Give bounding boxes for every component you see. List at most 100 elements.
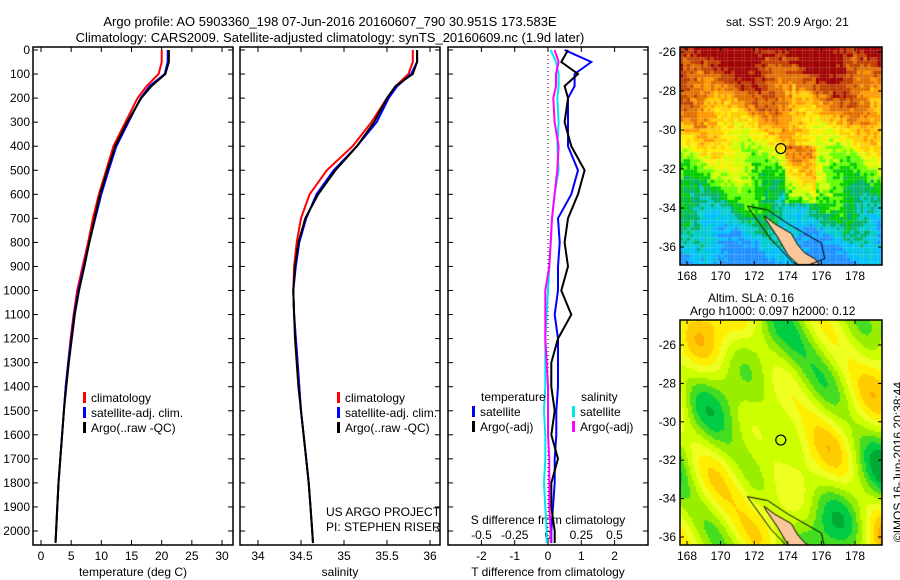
salinity-legend-1-label: satellite-adj. clim.	[345, 406, 437, 420]
sla-map-x-tick-label: 168	[677, 549, 697, 563]
salinity-panel-frame	[239, 46, 441, 546]
sla-map-x-tick-label: 176	[811, 549, 831, 563]
temperature-series-0	[54, 50, 163, 544]
sst-map-y-tick-label: -30	[659, 123, 677, 137]
sst-map-frame	[679, 46, 883, 266]
figure-title-line1: Argo profile: AO 5903360_198 07-Jun-2016…	[103, 14, 557, 29]
s-difference-label: S difference from climatology	[471, 513, 626, 527]
sla-map-title-line2: Argo h1000: 0.097 h2000: 0.12	[690, 304, 856, 318]
salinity-xlabel: salinity	[322, 565, 359, 579]
depth-tick-label: 600	[10, 187, 30, 201]
sla-map-y-tick-label: -28	[659, 376, 677, 390]
depth-tick-label: 500	[10, 163, 30, 177]
s-difference-tick-label: 0	[545, 528, 552, 542]
t-difference-x-tick-label: 2	[611, 549, 618, 563]
depth-tick-label: 100	[10, 67, 30, 81]
t-difference-xlabel: T difference from climatology	[471, 565, 625, 579]
temperature-series-2	[54, 50, 170, 544]
sst-map-x-tick-label: 170	[711, 269, 731, 283]
depth-tick-label: 400	[10, 139, 30, 153]
temperature-xlabel: temperature (deg C)	[79, 565, 187, 579]
salinity-legend-2-label: Argo(..raw -QC)	[345, 421, 430, 435]
salinity-x-tick-label: 34	[251, 549, 265, 563]
sst-map-x-tick-label: 178	[845, 269, 865, 283]
depth-tick-label: 1600	[3, 428, 30, 442]
sst-map-x-tick-label: 174	[778, 269, 798, 283]
depth-tick-label: 1000	[3, 284, 30, 298]
salinity-legend-0-swatch	[337, 392, 340, 403]
temperature-legend-2-label: Argo(..raw -QC)	[91, 421, 176, 435]
depth-tick-label: 700	[10, 211, 30, 225]
copyright-text: ©IMOS 16-Jun-2016 20:38:44	[890, 381, 900, 543]
sla-map-title-line1: Altim. SLA: 0.16	[708, 291, 795, 305]
difference-legend-temperature-0-swatch	[472, 406, 475, 417]
depth-tick-label: 300	[10, 115, 30, 129]
salinity-x-tick-label: 34.5	[289, 549, 313, 563]
salinity-x-tick-label: 35.5	[375, 549, 399, 563]
depth-tick-label: 900	[10, 259, 30, 273]
depth-tick-label: 1200	[3, 332, 30, 346]
salinity-legend-1-swatch	[337, 407, 340, 418]
difference-series-1	[550, 49, 586, 543]
temperature-x-tick-label: 20	[155, 549, 169, 563]
depth-tick-label: 200	[10, 91, 30, 105]
temperature-legend-2-swatch	[83, 422, 86, 433]
depth-tick-label: 1700	[3, 452, 30, 466]
difference-legend-temperature-0-label: satellite	[480, 405, 521, 419]
depth-tick-label: 0	[23, 43, 30, 57]
sst-map-y-tick-label: -32	[659, 162, 677, 176]
sla-map-x-tick-label: 170	[711, 549, 731, 563]
difference-legend-salinity-1-swatch	[572, 421, 575, 432]
sla-map-y-tick-label: -30	[659, 415, 677, 429]
temperature-legend-0-swatch	[83, 392, 86, 403]
salinity-legend-2-swatch	[337, 422, 340, 433]
temperature-series-1	[54, 50, 169, 544]
sst-map-x-tick-label: 168	[677, 269, 697, 283]
depth-tick-label: 2000	[3, 524, 30, 538]
salinity-legend-0-label: climatology	[345, 391, 405, 405]
s-difference-tick-label: -0.5	[471, 528, 492, 542]
temperature-x-tick-label: 30	[215, 549, 229, 563]
difference-series-3	[544, 49, 560, 543]
sla-map-y-tick-label: -26	[659, 338, 677, 352]
sst-map-title: sat. SST: 20.9 Argo: 21	[726, 15, 849, 29]
sla-map-frame	[679, 319, 883, 546]
temperature-x-tick-label: 5	[68, 549, 75, 563]
sst-map-y-tick-label: -28	[659, 84, 677, 98]
figure-title-line2: Climatology: CARS2009. Satellite-adjuste…	[75, 30, 585, 45]
salinity-series-0	[292, 50, 414, 544]
sla-map-y-tick-label: -36	[659, 530, 677, 544]
sst-map-y-tick-label: -34	[659, 201, 677, 215]
depth-tick-label: 1500	[3, 404, 30, 418]
difference-series-2	[542, 49, 560, 543]
sst-map-argo-marker	[775, 142, 787, 155]
sst-map-y-tick-label: -36	[659, 240, 677, 254]
sla-map-y-tick-label: -34	[659, 492, 677, 506]
sla-map-x-tick-label: 178	[845, 549, 865, 563]
difference-legend-salinity-0-swatch	[572, 406, 575, 417]
salinity-series-1	[292, 50, 419, 544]
t-difference-x-tick-label: 1	[578, 549, 585, 563]
s-difference-tick-label: 0.25	[570, 528, 594, 542]
depth-tick-label: 1400	[3, 380, 30, 394]
sst-map-y-tick-label: -26	[659, 45, 677, 59]
t-difference-x-tick-label: -1	[509, 549, 520, 563]
project-annotation: US ARGO PROJECT	[326, 505, 441, 519]
salinity-x-tick-label: 36	[423, 549, 437, 563]
sla-map-x-tick-label: 174	[778, 549, 798, 563]
t-difference-x-tick-label: 0	[545, 549, 552, 563]
difference-legend-temperature-1-label: Argo(-adj)	[480, 420, 533, 434]
temperature-x-tick-label: 0	[38, 549, 45, 563]
sst-map-x-tick-label: 176	[811, 269, 831, 283]
difference-legend-salinity-0-label: satellite	[580, 405, 621, 419]
s-difference-tick-label: -0.25	[501, 528, 529, 542]
depth-tick-label: 1800	[3, 476, 30, 490]
temperature-legend-1-swatch	[83, 407, 86, 418]
difference-legend-salinity-1-label: Argo(-adj)	[580, 420, 633, 434]
depth-tick-label: 1300	[3, 356, 30, 370]
sla-map-image	[680, 320, 882, 545]
depth-tick-label: 1100	[4, 308, 30, 322]
sla-map-x-tick-label: 172	[744, 549, 764, 563]
difference-legend-salinity-header: salinity	[581, 390, 618, 404]
